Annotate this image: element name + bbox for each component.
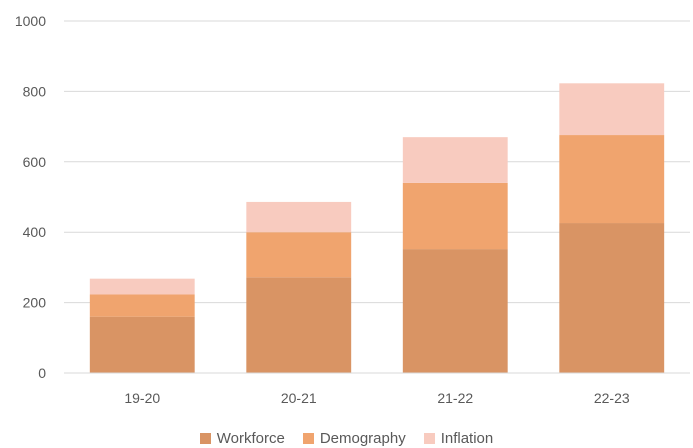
y-tick-label: 400 [23, 224, 47, 240]
y-tick-label: 200 [23, 295, 47, 311]
legend-swatch-workforce [199, 432, 211, 444]
y-tick-label: 800 [23, 83, 47, 99]
x-tick-label: 19-20 [124, 390, 160, 406]
legend-label-workforce: Workforce [216, 429, 285, 447]
bar-demography-21-22[interactable] [402, 182, 508, 250]
legend: Workforce Demography Inflation [0, 428, 693, 448]
legend-item-workforce[interactable]: Workforce [199, 429, 285, 447]
x-tick-label: 20-21 [281, 390, 317, 406]
bar-demography-20-21[interactable] [246, 232, 352, 278]
legend-item-demography[interactable]: Demography [302, 429, 406, 447]
bar-inflation-20-21[interactable] [246, 201, 352, 233]
bar-inflation-22-23[interactable] [559, 83, 665, 136]
bar-workforce-19-20[interactable] [89, 316, 195, 373]
legend-label-demography: Demography [319, 429, 406, 447]
legend-label-inflation: Inflation [440, 429, 494, 447]
legend-swatch-demography [302, 432, 314, 444]
bar-inflation-21-22[interactable] [402, 137, 508, 183]
y-tick-label: 1000 [15, 13, 46, 29]
x-axis-tick-labels: 19-20 20-21 21-22 22-23 [124, 390, 630, 406]
bar-demography-19-20[interactable] [89, 294, 195, 317]
y-tick-label: 0 [38, 365, 46, 381]
legend-item-inflation[interactable]: Inflation [423, 429, 494, 447]
bar-demography-22-23[interactable] [559, 135, 665, 224]
y-tick-label: 600 [23, 154, 47, 170]
x-tick-label: 21-22 [437, 390, 473, 406]
y-axis-tick-labels: 0 200 400 600 800 1000 [15, 13, 46, 381]
bar-inflation-19-20[interactable] [89, 278, 195, 295]
x-tick-label: 22-23 [594, 390, 630, 406]
bar-workforce-22-23[interactable] [559, 223, 665, 373]
legend-swatch-inflation [423, 432, 435, 444]
bar-workforce-21-22[interactable] [402, 249, 508, 373]
stacked-bar-chart: 0 200 400 600 800 1000 19-20 20-21 21-22 22-23 [15, 13, 690, 406]
bar-workforce-20-21[interactable] [246, 277, 352, 373]
bars [89, 83, 665, 373]
